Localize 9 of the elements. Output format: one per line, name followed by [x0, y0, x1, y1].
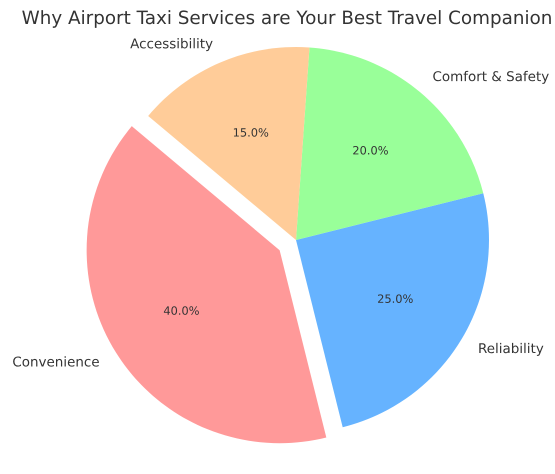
slice-label: Comfort & Safety — [433, 70, 549, 84]
data-label: 40.0% — [164, 306, 199, 315]
data-label: 20.0% — [353, 146, 388, 155]
chart-title: Why Airport Taxi Services are Your Best Travel Companion — [22, 10, 551, 28]
data-label: 15.0% — [234, 128, 268, 137]
slice-label: Convenience — [13, 356, 99, 367]
slice-label: Reliability — [479, 342, 544, 356]
data-label: 25.0% — [378, 294, 413, 303]
slice-label: Accessibility — [130, 38, 213, 52]
